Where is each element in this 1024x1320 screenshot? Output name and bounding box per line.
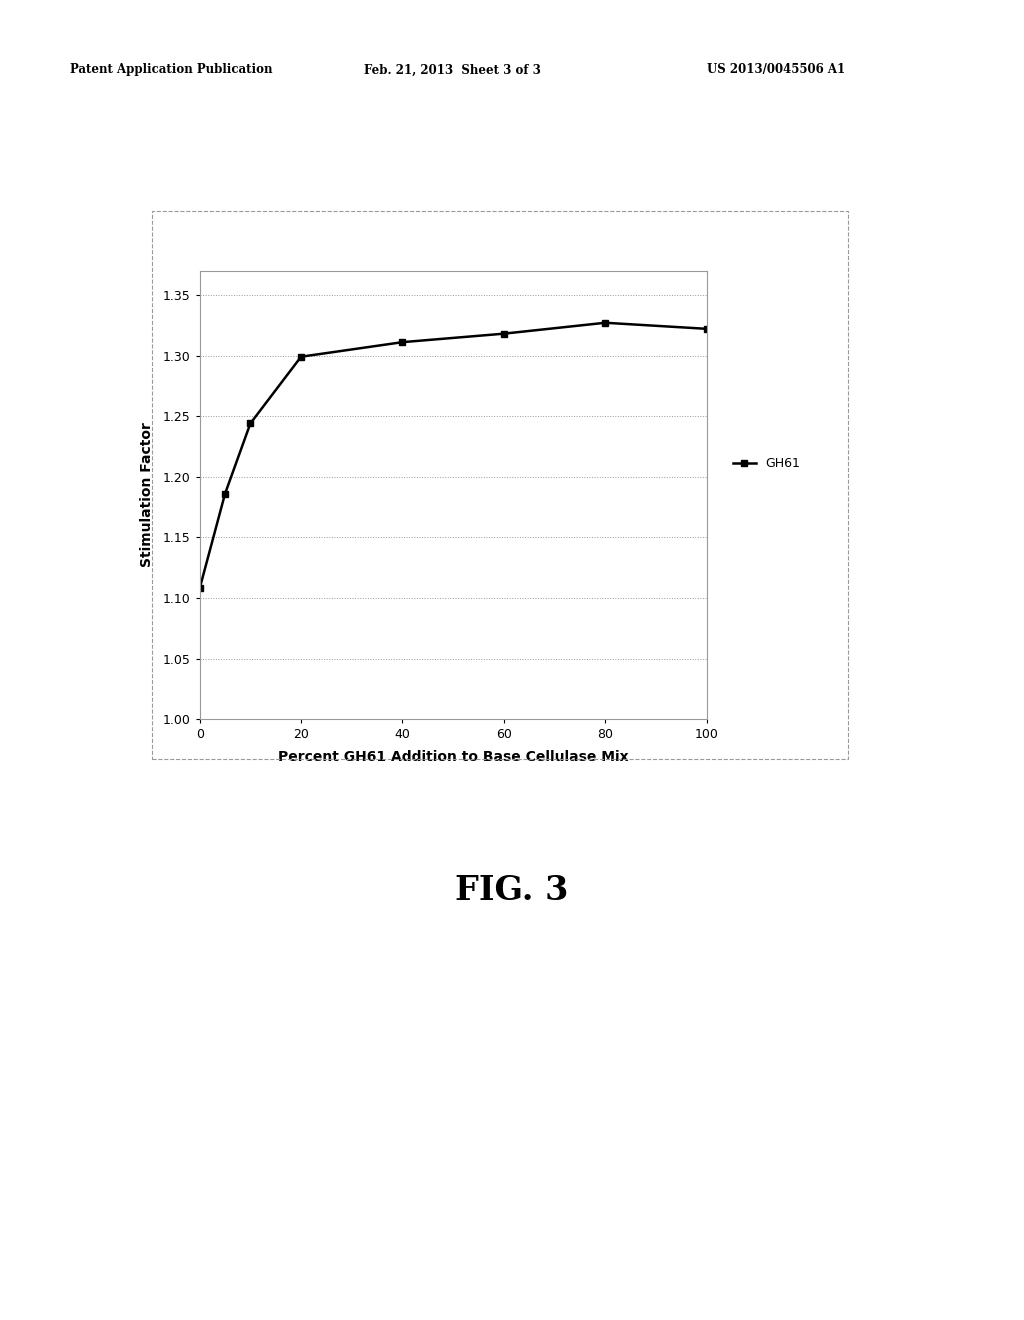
Legend: GH61: GH61 xyxy=(728,451,806,475)
Y-axis label: Stimulation Factor: Stimulation Factor xyxy=(140,422,155,568)
X-axis label: Percent GH61 Addition to Base Cellulase Mix: Percent GH61 Addition to Base Cellulase … xyxy=(278,750,629,764)
Text: Patent Application Publication: Patent Application Publication xyxy=(70,63,272,77)
Text: US 2013/0045506 A1: US 2013/0045506 A1 xyxy=(707,63,845,77)
Text: Feb. 21, 2013  Sheet 3 of 3: Feb. 21, 2013 Sheet 3 of 3 xyxy=(364,63,541,77)
Text: FIG. 3: FIG. 3 xyxy=(456,874,568,908)
